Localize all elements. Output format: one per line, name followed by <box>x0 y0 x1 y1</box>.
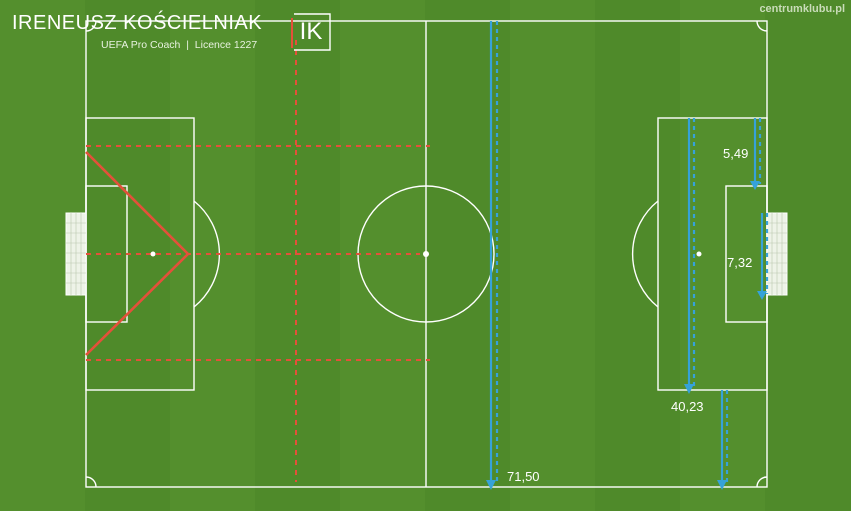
brand-watermark: centrumklubu.pl <box>759 3 845 15</box>
arrowhead-40 <box>684 384 694 394</box>
center-spot <box>423 251 429 257</box>
goals <box>65 212 788 296</box>
corner-arc-tr <box>756 20 768 32</box>
arrowhead-bottom <box>717 480 727 490</box>
corner-arc-bl <box>85 476 97 488</box>
spots <box>150 251 702 257</box>
right-penalty-spot <box>696 251 702 257</box>
red-v-lines <box>85 151 190 356</box>
blue-arrowheads <box>486 181 767 490</box>
label-penalty-area-width: 40,23 <box>671 399 704 414</box>
right-penalty-arc <box>631 200 659 308</box>
arrowhead-7 <box>757 291 767 300</box>
left-goal-mesh <box>66 213 86 295</box>
label-goal-width: 7,32 <box>727 255 753 270</box>
arrowhead-71 <box>486 480 496 490</box>
ik-logo-frame-icon <box>291 13 331 51</box>
arrowhead-5 <box>750 181 760 190</box>
coach-name: IRENEUSZ KOŚCIELNIAK <box>12 12 263 34</box>
right-goal-mesh <box>767 213 787 295</box>
label-71-50: 71,50 <box>507 469 540 484</box>
corner-arc-tl <box>85 20 97 32</box>
ik-logo-text: IK <box>299 18 323 45</box>
blue-markings <box>489 21 769 484</box>
ik-logo: IK <box>290 12 332 52</box>
corner-arc-br <box>756 476 768 488</box>
label-goal-area-depth: 5,49 <box>723 146 749 161</box>
red-markings <box>85 40 430 482</box>
left-penalty-spot <box>150 251 156 257</box>
coach-licence: UEFA Pro Coach | Licence 1227 <box>101 39 258 51</box>
